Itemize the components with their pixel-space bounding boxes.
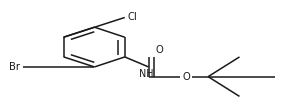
Text: O: O	[183, 72, 191, 82]
Text: Cl: Cl	[127, 12, 137, 22]
Text: NH: NH	[139, 69, 153, 79]
Text: O: O	[156, 44, 163, 54]
Text: Br: Br	[9, 62, 20, 72]
